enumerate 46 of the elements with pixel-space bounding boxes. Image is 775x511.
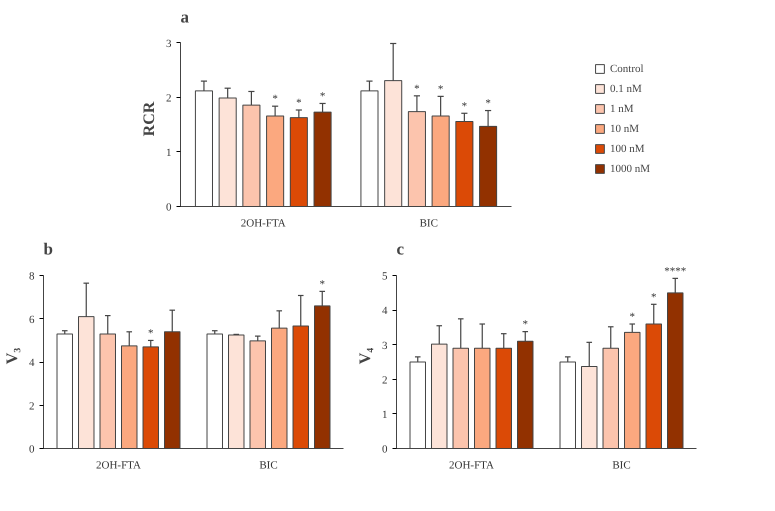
y-tick-label: 3 <box>382 340 388 352</box>
data-label: * <box>320 90 326 102</box>
legend-label: 10 nM <box>610 122 639 134</box>
legend-label: 0.1 nM <box>610 82 642 94</box>
data-label: * <box>438 83 444 96</box>
data-label: * <box>320 278 325 290</box>
x-tick-label: BIC <box>420 218 438 230</box>
legend-label: Control <box>610 62 644 74</box>
x-tick-label: BIC <box>259 460 278 472</box>
y-axis-title: V₄ <box>357 348 374 364</box>
x-tick-label: 2OH-FTA <box>449 460 494 472</box>
chart-title: b <box>44 240 53 258</box>
y-tick-label: 2 <box>382 374 388 386</box>
data-label: * <box>272 93 278 106</box>
data-label: * <box>148 327 154 340</box>
legend-label: 1 nM <box>610 102 634 114</box>
x-tick-label: 2OH-FTA <box>240 218 286 230</box>
x-tick-label: BIC <box>612 460 631 472</box>
data-label: **** <box>664 265 686 278</box>
data-label: * <box>296 97 302 110</box>
y-tick-label: 2 <box>29 400 34 412</box>
y-tick-label: 0 <box>29 444 35 456</box>
data-label: * <box>522 318 528 331</box>
chart-title: a <box>180 8 190 26</box>
y-tick-label: 0 <box>166 202 172 214</box>
data-label: * <box>462 100 468 112</box>
y-axis-title: RCR <box>141 101 158 136</box>
y-tick-label: 0 <box>382 444 388 456</box>
y-tick-label: 3 <box>166 38 172 50</box>
y-tick-label: 1 <box>382 408 388 421</box>
y-tick-label: 2 <box>166 92 172 104</box>
y-tick-label: 4 <box>29 357 35 370</box>
x-tick-label: 2OH-FTA <box>96 460 142 472</box>
y-tick-label: 6 <box>29 314 35 326</box>
data-label: * <box>630 311 635 324</box>
y-tick-label: 8 <box>29 270 35 283</box>
data-label: * <box>651 291 656 304</box>
chart-title: c <box>396 240 404 258</box>
y-tick-label: 5 <box>382 270 388 283</box>
data-label: * <box>414 82 420 95</box>
legend-label: 1000 nM <box>610 162 650 174</box>
legend-label: 100 nM <box>610 142 644 154</box>
y-axis-title: V₃ <box>4 348 21 364</box>
y-tick-label: 1 <box>166 146 172 159</box>
data-label: * <box>485 98 491 110</box>
y-tick-label: 4 <box>382 305 388 318</box>
